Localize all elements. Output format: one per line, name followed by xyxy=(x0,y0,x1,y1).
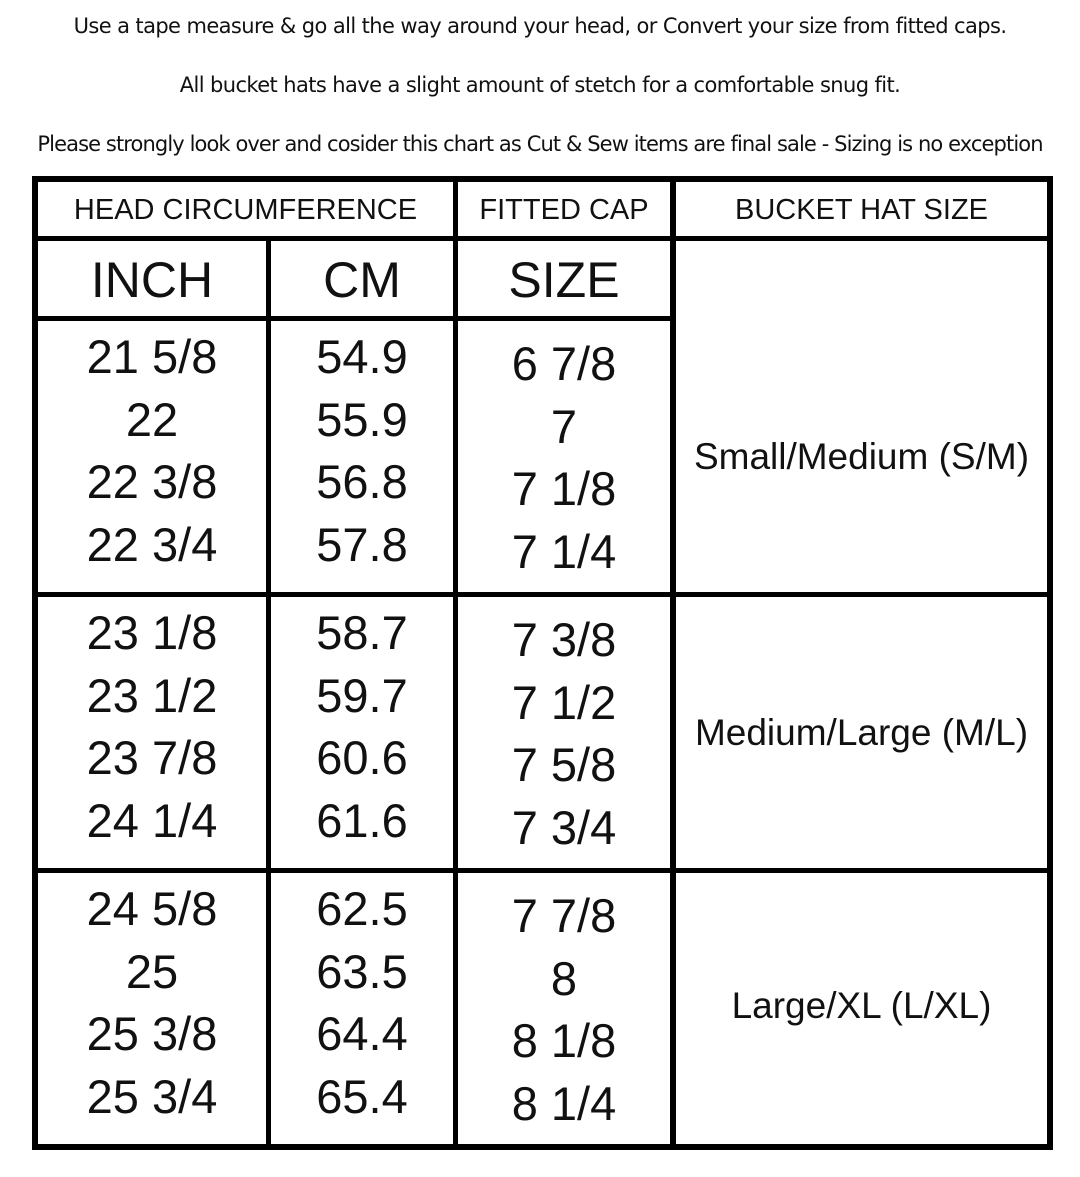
size-values: 6 7/8 7 7 1/8 7 1/4 xyxy=(458,333,670,583)
cm-value: 59.7 xyxy=(316,668,408,722)
size-value: 8 xyxy=(550,951,578,1005)
size-values: 7 3/8 7 1/2 7 5/8 7 3/4 xyxy=(458,609,670,859)
cm-values: 58.7 59.7 60.6 61.6 xyxy=(271,602,453,852)
size-value: 7 5/8 xyxy=(511,738,617,791)
inch-value: 23 1/2 xyxy=(86,668,218,722)
cm-value: 55.9 xyxy=(316,392,408,446)
instruction-note-2: All bucket hats have a slight amount of … xyxy=(179,73,901,97)
inch-values: 21 5/8 22 22 3/8 22 3/4 xyxy=(38,326,266,576)
size-value: 8 1/4 xyxy=(511,1076,617,1130)
cm-value: 60.6 xyxy=(316,731,408,784)
inch-value: 25 xyxy=(125,944,179,998)
inch-value: 22 xyxy=(125,392,179,446)
bucket-hat-size: Small/Medium (S/M) xyxy=(693,435,1030,477)
header-cm: CM xyxy=(323,252,401,308)
divider-cm-size xyxy=(453,176,458,1148)
divider-header-2 xyxy=(32,316,674,321)
divider-header-1 xyxy=(32,236,1053,241)
size-value: 7 7/8 xyxy=(511,889,617,942)
divider-size-bucket xyxy=(670,176,676,1148)
inch-values: 24 5/8 25 25 3/8 25 3/4 xyxy=(38,878,266,1128)
cm-value: 64.4 xyxy=(316,1007,408,1060)
cm-values: 54.9 55.9 56.8 57.8 xyxy=(271,326,453,576)
inch-value: 25 3/8 xyxy=(86,1007,218,1060)
divider-group-1 xyxy=(32,592,1053,597)
cm-value: 58.7 xyxy=(316,606,408,659)
table-border-top xyxy=(32,176,1053,182)
cm-value: 63.5 xyxy=(316,944,408,998)
bucket-hat-size: Medium/Large (M/L) xyxy=(694,711,1029,753)
size-value: 7 3/4 xyxy=(511,800,617,854)
size-value: 7 1/8 xyxy=(511,462,617,515)
inch-value: 24 5/8 xyxy=(86,882,218,935)
header-head-circumference: HEAD CIRCUMFERENCE xyxy=(73,193,418,226)
cm-value: 54.9 xyxy=(316,330,408,383)
size-value: 7 1/2 xyxy=(511,675,617,729)
size-value: 8 1/8 xyxy=(511,1014,617,1067)
size-values: 7 7/8 8 8 1/8 8 1/4 xyxy=(458,885,670,1135)
inch-value: 23 1/8 xyxy=(86,606,218,659)
header-fitted-cap: FITTED CAP xyxy=(479,193,649,226)
cm-value: 65.4 xyxy=(316,1069,408,1123)
inch-value: 22 3/8 xyxy=(86,455,218,508)
cm-value: 57.8 xyxy=(316,517,408,571)
size-value: 7 3/8 xyxy=(511,613,617,666)
header-bucket-hat-size: BUCKET HAT SIZE xyxy=(735,193,988,226)
size-value: 7 1/4 xyxy=(511,524,617,578)
header-inch: INCH xyxy=(90,252,214,308)
size-value: 7 xyxy=(550,399,578,453)
cm-value: 56.8 xyxy=(316,455,408,508)
table-border-left xyxy=(32,176,38,1150)
table-border-right xyxy=(1047,176,1053,1150)
inch-values: 23 1/8 23 1/2 23 7/8 24 1/4 xyxy=(38,602,266,852)
cm-value: 61.6 xyxy=(316,793,408,847)
header-size: SIZE xyxy=(508,252,620,308)
divider-group-2 xyxy=(32,868,1053,873)
bucket-hat-size: Large/XL (L/XL) xyxy=(731,985,992,1026)
inch-value: 22 3/4 xyxy=(86,517,218,571)
inch-value: 21 5/8 xyxy=(86,330,218,383)
cm-values: 62.5 63.5 64.4 65.4 xyxy=(271,878,453,1128)
inch-value: 25 3/4 xyxy=(86,1069,218,1123)
divider-inch-cm xyxy=(266,238,271,1148)
size-value: 6 7/8 xyxy=(511,337,617,390)
inch-value: 24 1/4 xyxy=(86,793,218,847)
table-border-bottom xyxy=(32,1144,1053,1150)
instruction-note-3: Please strongly look over and cosider th… xyxy=(37,132,1043,156)
instruction-note-1: Use a tape measure & go all the way arou… xyxy=(73,14,1007,38)
inch-value: 23 7/8 xyxy=(86,731,218,784)
cm-value: 62.5 xyxy=(316,882,408,935)
